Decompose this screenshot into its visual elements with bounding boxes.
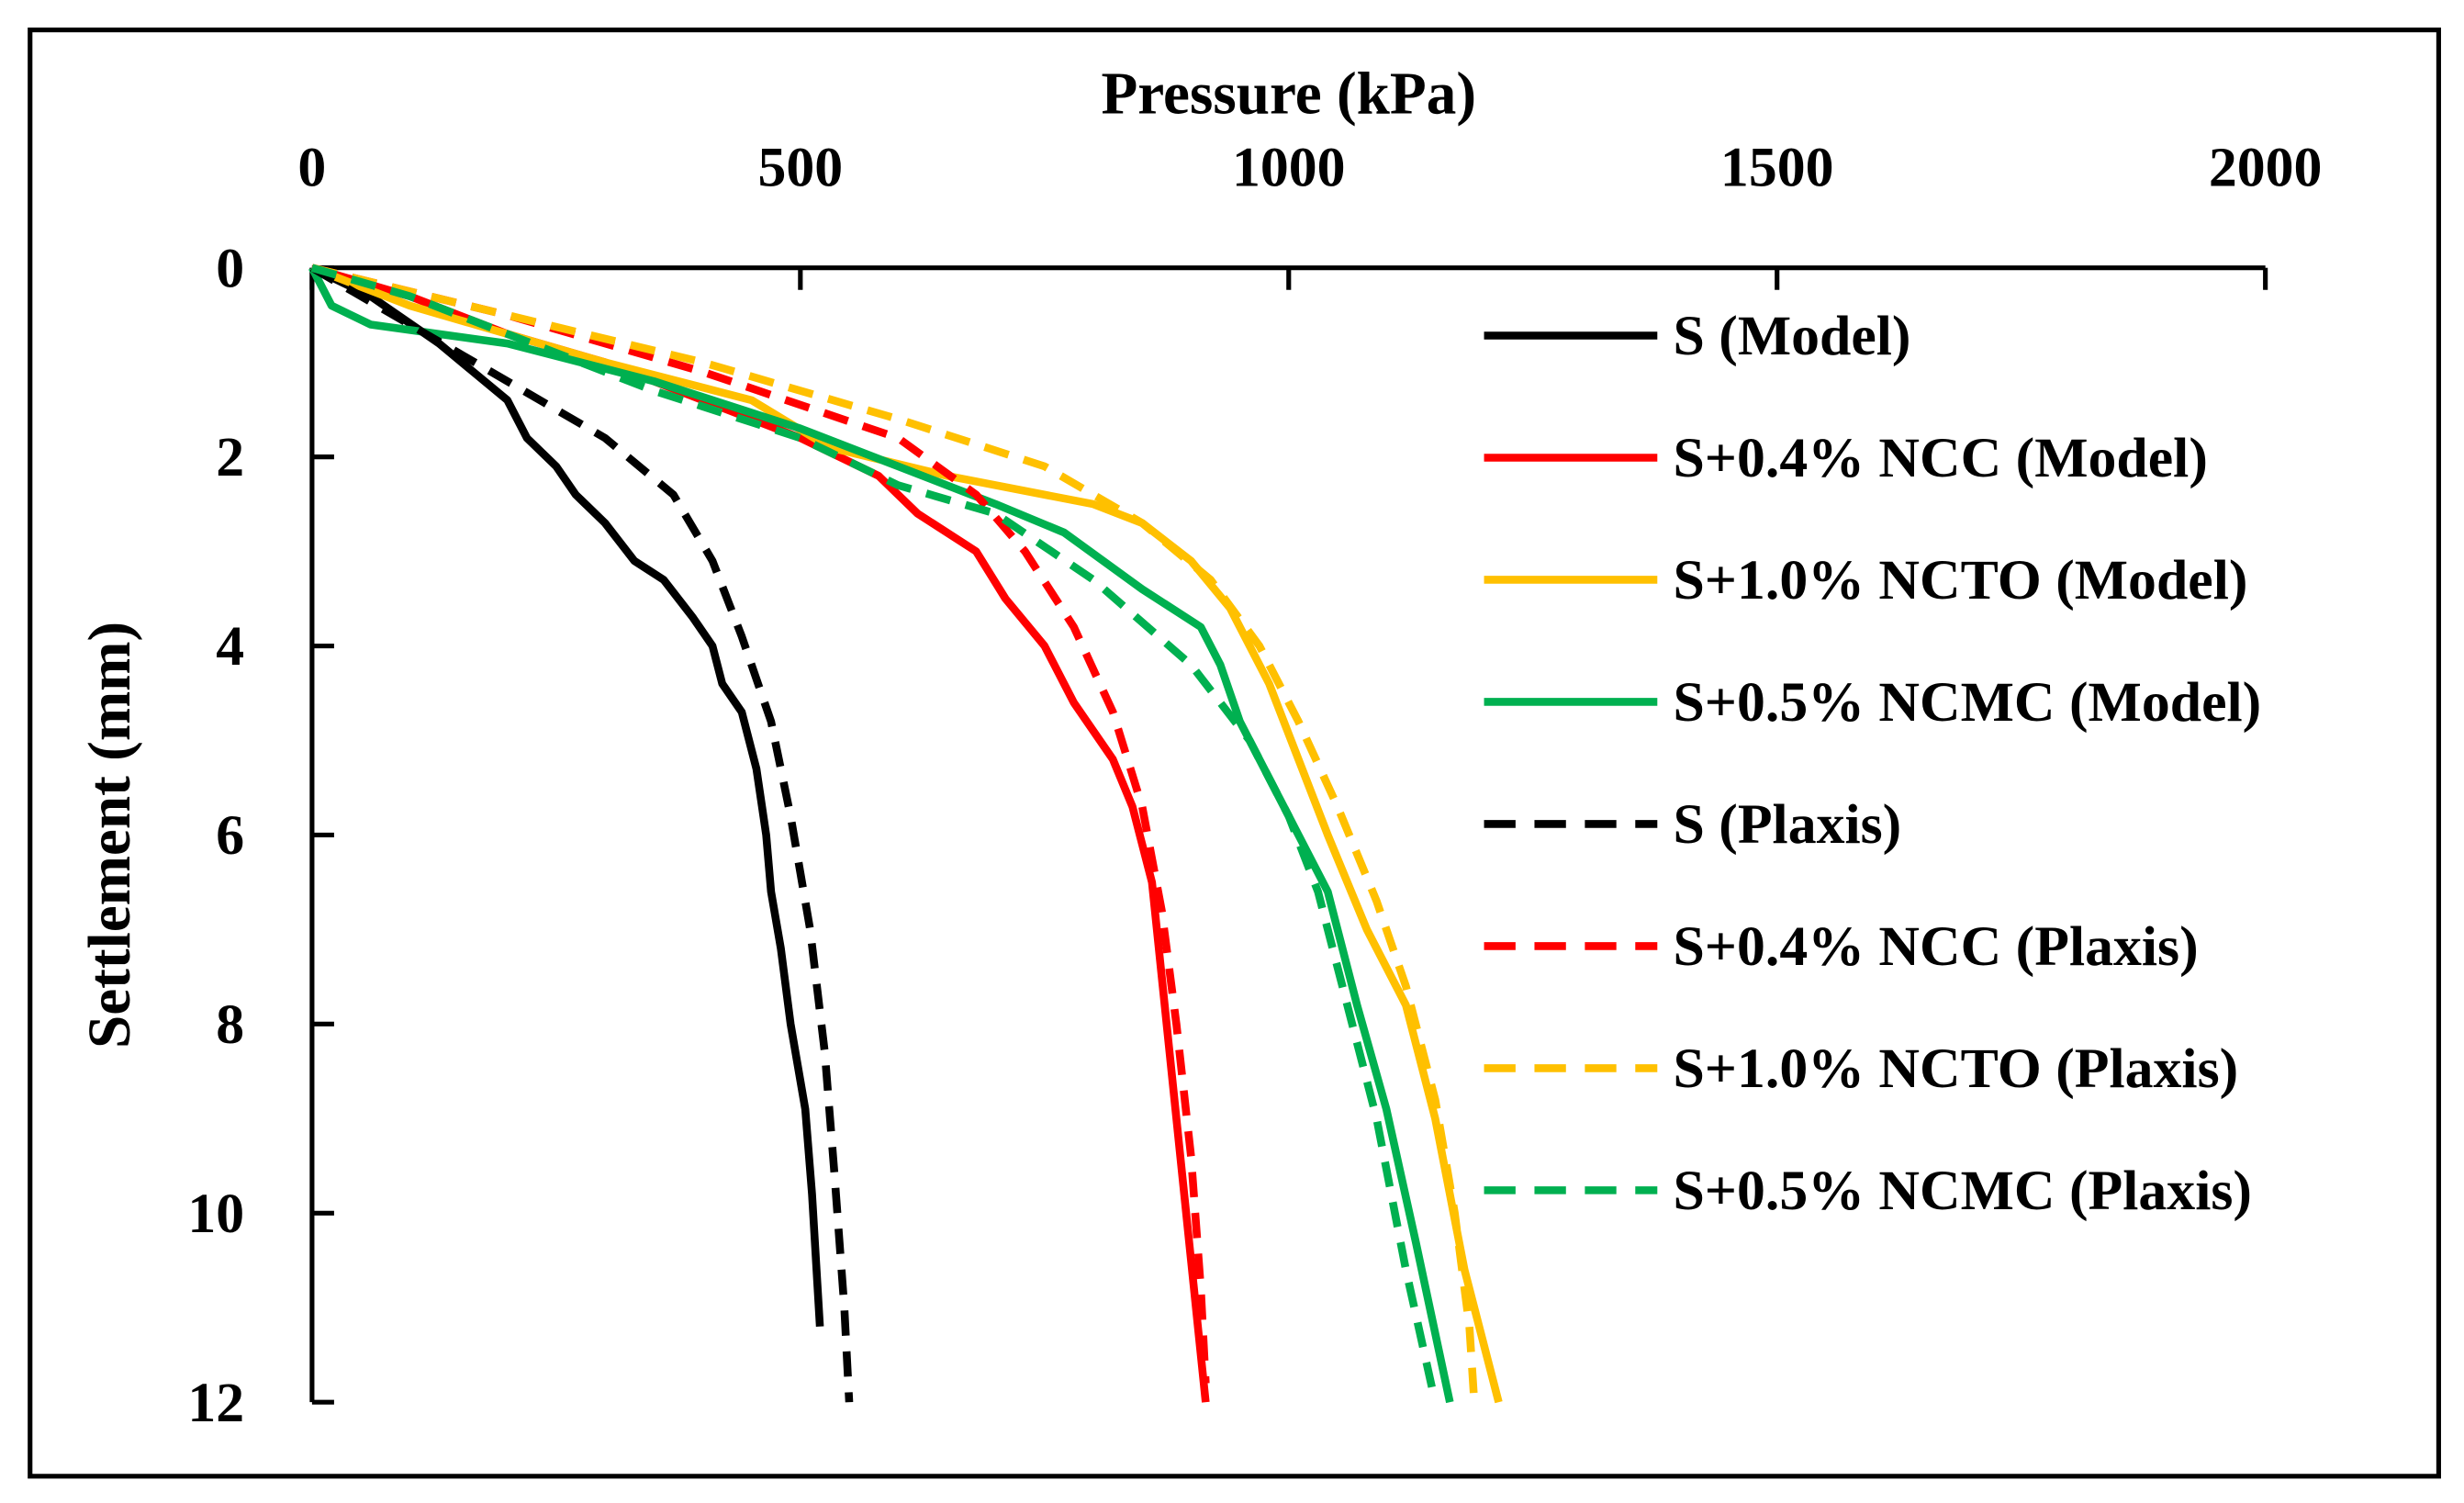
- legend-label-s-0-4-ncc-model: S+0.4% NCC (Model): [1673, 427, 2207, 489]
- x-tick-label: 2000: [2209, 136, 2323, 198]
- legend-label-s-0-5-ncmc-model: S+0.5% NCMC (Model): [1673, 671, 2261, 734]
- y-tick-label: 8: [216, 993, 244, 1056]
- series-line-s-plaxis: [309, 264, 854, 1403]
- y-tick-label: 4: [216, 615, 244, 678]
- legend-label-s-0-4-ncc-plaxis: S+0.4% NCC (Plaxis): [1673, 915, 2198, 978]
- legend-label-s-plaxis: S (Plaxis): [1673, 793, 1901, 856]
- y-tick-label: 0: [216, 237, 244, 299]
- x-tick-label: 1000: [1232, 136, 1346, 198]
- y-axis-title: Settlement (mm): [77, 622, 143, 1049]
- series-line-s-model: [310, 264, 824, 1328]
- x-axis-title: Pressure (kPa): [1101, 62, 1476, 128]
- x-tick-label: 0: [297, 136, 326, 198]
- legend-label-s-1-0-ncto-model: S+1.0% NCTO (Model): [1673, 549, 2247, 611]
- chart-frame: [28, 28, 2441, 1479]
- y-tick-label: 2: [216, 426, 244, 488]
- y-tick-label: 6: [216, 804, 244, 867]
- legend-label-s-0-5-ncmc-plaxis: S+0.5% NCMC (Plaxis): [1673, 1160, 2252, 1222]
- series-line-s-1-0-ncto-plaxis: [310, 264, 1479, 1403]
- legend-label-s-model: S (Model): [1673, 305, 1910, 367]
- y-tick-label: 10: [187, 1183, 244, 1245]
- series-line-s-0-5-ncmc-model: [308, 265, 1454, 1404]
- legend-label-s-1-0-ncto-plaxis: S+1.0% NCTO (Plaxis): [1673, 1038, 2238, 1100]
- series-line-s-0-5-ncmc-plaxis: [310, 264, 1439, 1404]
- x-tick-label: 1500: [1720, 136, 1834, 198]
- y-tick-label: 12: [187, 1372, 244, 1434]
- x-tick-label: 500: [758, 136, 844, 198]
- series-line-s-0-4-ncc-plaxis: [310, 264, 1210, 1384]
